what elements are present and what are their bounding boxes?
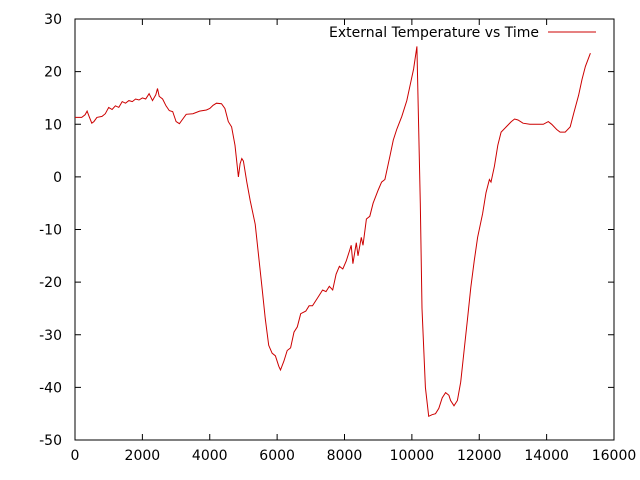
- plot-frame: [74, 18, 615, 441]
- y-tick-label: -50: [39, 433, 62, 449]
- y-tick-label: -30: [39, 328, 62, 344]
- x-tick-label: 16000: [592, 448, 637, 464]
- x-tick-label: 2000: [125, 448, 161, 464]
- y-tick-label: 30: [44, 12, 62, 28]
- axis-ticks: [75, 19, 614, 440]
- legend: External Temperature vs Time: [329, 25, 596, 41]
- axis-tick-labels: 0 2000 4000 6000 8000 10000 12000 14000 16000 -50…: [39, 12, 636, 464]
- x-tick-label: 4000: [192, 448, 228, 464]
- y-tick-label: -10: [39, 223, 62, 239]
- legend-label: External Temperature vs Time: [329, 25, 539, 41]
- y-tick-label: -40: [39, 380, 62, 396]
- x-tick-label: 12000: [457, 448, 502, 464]
- x-tick-label: 8000: [327, 448, 363, 464]
- x-tick-label: 0: [71, 448, 80, 464]
- x-tick-label: 10000: [390, 448, 435, 464]
- series-line-external-temperature: [75, 46, 591, 418]
- x-tick-label: 14000: [524, 448, 569, 464]
- y-tick-label: 10: [44, 117, 62, 133]
- y-tick-label: -20: [39, 275, 62, 291]
- x-tick-label: 6000: [259, 448, 295, 464]
- y-tick-label: 20: [44, 65, 62, 81]
- y-tick-label: 0: [53, 170, 62, 186]
